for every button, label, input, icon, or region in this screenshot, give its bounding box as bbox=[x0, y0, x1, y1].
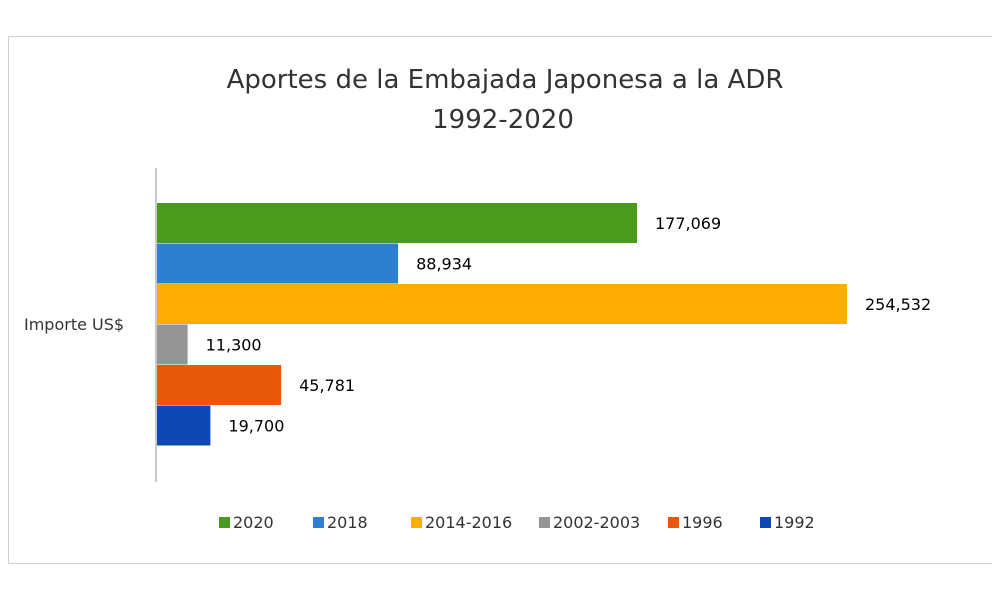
legend-swatch-2018 bbox=[313, 517, 324, 528]
chart-title-line-1: Aportes de la Embajada Japonesa a la ADR bbox=[227, 65, 784, 95]
data-label-2002-2003: 11,300 bbox=[206, 336, 262, 355]
bar-2018 bbox=[157, 243, 399, 284]
legend-swatch-2002-2003 bbox=[539, 517, 550, 528]
legend: 2020 2018 2014-2016 2002-2003 1996 1992 bbox=[219, 513, 815, 532]
category-label: Importe US$ bbox=[24, 315, 124, 334]
bar-1992 bbox=[157, 405, 211, 446]
bar-2014-2016 bbox=[157, 284, 847, 324]
legend-label-2018: 2018 bbox=[327, 513, 368, 532]
legend-label-2002-2003: 2002-2003 bbox=[553, 513, 640, 532]
bars-group: 177,069 88,934 254,532 11,300 45,781 19,700 bbox=[157, 203, 931, 446]
data-label-1992: 19,700 bbox=[228, 417, 284, 436]
data-label-2020: 177,069 bbox=[655, 214, 721, 233]
data-label-1996: 45,781 bbox=[299, 376, 355, 395]
legend-swatch-1992 bbox=[760, 517, 771, 528]
legend-label-2014-2016: 2014-2016 bbox=[425, 513, 512, 532]
legend-label-2020: 2020 bbox=[233, 513, 274, 532]
data-label-2014-2016: 254,532 bbox=[865, 295, 931, 314]
legend-label-1996: 1996 bbox=[682, 513, 723, 532]
data-label-2018: 88,934 bbox=[416, 255, 472, 274]
legend-swatch-1996 bbox=[668, 517, 679, 528]
legend-label-1992: 1992 bbox=[774, 513, 815, 532]
bar-2020 bbox=[157, 203, 638, 243]
chart-title-line-2: 1992-2020 bbox=[432, 105, 574, 135]
legend-swatch-2020 bbox=[219, 517, 230, 528]
bar-2002-2003 bbox=[157, 324, 188, 365]
bar-1996 bbox=[157, 365, 282, 405]
legend-swatch-2014-2016 bbox=[411, 517, 422, 528]
